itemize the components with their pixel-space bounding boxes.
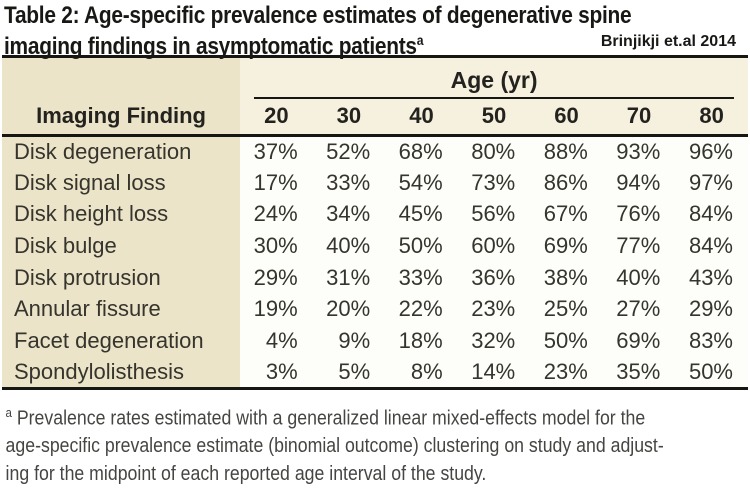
value-cell: 77%	[602, 230, 676, 262]
value-cell: 68%	[385, 135, 458, 168]
age-column-header: 80	[675, 98, 748, 137]
table-row: Disk degeneration 37% 52% 68% 80% 88% 93% 96%	[2, 135, 748, 168]
value-cell: 50%	[385, 230, 458, 262]
value-cell: 50%	[675, 356, 748, 389]
value-cell: 67%	[530, 198, 603, 231]
value-cell: 14%	[457, 356, 531, 389]
value-cell: 52%	[312, 135, 386, 168]
row-label: Annular fissure	[2, 293, 241, 326]
value-cell: 96%	[675, 135, 748, 168]
row-label: Disk bulge	[2, 230, 241, 262]
value-cell: 60%	[457, 230, 531, 262]
value-cell: 23%	[457, 293, 531, 326]
age-group-label: Age (yr)	[254, 67, 734, 99]
value-cell: 40%	[602, 261, 676, 294]
row-label: Facet degeneration	[2, 325, 241, 357]
value-cell: 38%	[530, 261, 603, 294]
value-cell: 35%	[602, 356, 676, 389]
table-row: Disk height loss 24% 34% 45% 56% 67% 76% 84%	[2, 198, 748, 231]
footnote: a Prevalence rates estimated with a gene…	[2, 399, 748, 489]
table-row: Spondylolisthesis 3% 5% 8% 14% 23% 35% 50%	[2, 356, 748, 389]
value-cell: 40%	[312, 230, 386, 262]
value-cell: 23%	[530, 356, 603, 389]
value-cell: 8%	[385, 356, 458, 389]
value-cell: 37%	[240, 135, 313, 168]
value-cell: 22%	[385, 293, 458, 326]
value-cell: 86%	[530, 167, 603, 199]
imaging-finding-header: Imaging Finding	[2, 98, 241, 137]
value-cell: 45%	[385, 198, 458, 231]
value-cell: 76%	[602, 198, 676, 231]
value-cell: 94%	[602, 167, 676, 199]
table-title-line1: Table 2: Age-specific prevalence estimat…	[4, 2, 632, 29]
value-cell: 84%	[675, 198, 748, 231]
prevalence-table: Age (yr) Imaging Finding 20 30 40 50 60 70 80 …	[2, 55, 748, 390]
value-cell: 34%	[312, 198, 386, 231]
row-label: Spondylolisthesis	[2, 356, 241, 389]
value-cell: 32%	[457, 325, 531, 357]
table-row: Annular fissure 19% 20% 22% 23% 25% 27% 29%	[2, 293, 748, 326]
table-row: Disk bulge 30% 40% 50% 60% 69% 77% 84%	[2, 230, 748, 262]
value-cell: 73%	[457, 167, 531, 199]
value-cell: 69%	[530, 230, 603, 262]
value-cell: 56%	[457, 198, 531, 231]
row-label: Disk protrusion	[2, 261, 241, 294]
value-cell: 9%	[312, 325, 386, 357]
value-cell: 80%	[457, 135, 531, 168]
row-label: Disk signal loss	[2, 167, 241, 199]
value-cell: 4%	[240, 325, 313, 357]
table-title: Table 2: Age-specific prevalence estimat…	[4, 3, 748, 59]
citation: Brinjikji et.al 2014	[594, 33, 736, 51]
age-column-header: 70	[602, 98, 676, 137]
value-cell: 18%	[385, 325, 458, 357]
table-title-line2: imaging findings in asymptomatic patient…	[4, 32, 424, 60]
value-cell: 29%	[675, 293, 748, 326]
value-cell: 5%	[312, 356, 386, 389]
value-cell: 3%	[240, 356, 313, 389]
age-column-header: 40	[385, 98, 458, 137]
age-column-header: 50	[457, 98, 531, 137]
figure-header: Table 2: Age-specific prevalence estimat…	[2, 3, 748, 59]
value-cell: 27%	[602, 293, 676, 326]
value-cell: 20%	[312, 293, 386, 326]
age-column-header: 30	[312, 98, 386, 137]
value-cell: 17%	[240, 167, 313, 199]
value-cell: 29%	[240, 261, 313, 294]
footnote-line: age-specific prevalence estimate (binomi…	[5, 435, 664, 458]
title-superscript: a	[416, 32, 424, 48]
age-column-header: 60	[530, 98, 603, 137]
footnote-line: a Prevalence rates estimated with a gene…	[5, 404, 646, 430]
value-cell: 33%	[385, 261, 458, 294]
table-row: Disk signal loss 17% 33% 54% 73% 86% 94% 97%	[2, 167, 748, 199]
table-row: Disk protrusion 29% 31% 33% 36% 38% 40% 43%	[2, 261, 748, 294]
value-cell: 43%	[675, 261, 748, 294]
footnote-line: ing for the midpoint of each reported ag…	[5, 463, 487, 486]
row-label: Disk height loss	[2, 198, 241, 231]
value-cell: 50%	[530, 325, 603, 357]
age-group-header: Age (yr)	[240, 56, 748, 99]
value-cell: 93%	[602, 135, 676, 168]
value-cell: 84%	[675, 230, 748, 262]
table-row: Facet degeneration 4% 9% 18% 32% 50% 69% 83%	[2, 325, 748, 357]
corner-cell	[2, 56, 241, 99]
value-cell: 36%	[457, 261, 531, 294]
value-cell: 25%	[530, 293, 603, 326]
table-body: Disk degeneration 37% 52% 68% 80% 88% 93% 96% Di…	[2, 135, 748, 389]
value-cell: 19%	[240, 293, 313, 326]
value-cell: 97%	[675, 167, 748, 199]
age-column-header: 20	[240, 98, 313, 137]
value-cell: 83%	[675, 325, 748, 357]
footnote-superscript: a	[5, 404, 12, 420]
value-cell: 88%	[530, 135, 603, 168]
age-group-row: Age (yr)	[2, 56, 748, 99]
value-cell: 24%	[240, 198, 313, 231]
value-cell: 31%	[312, 261, 386, 294]
value-cell: 30%	[240, 230, 313, 262]
age-columns-row: Imaging Finding 20 30 40 50 60 70 80	[2, 98, 748, 137]
value-cell: 33%	[312, 167, 386, 199]
row-label: Disk degeneration	[2, 135, 241, 168]
value-cell: 69%	[602, 325, 676, 357]
value-cell: 54%	[385, 167, 458, 199]
